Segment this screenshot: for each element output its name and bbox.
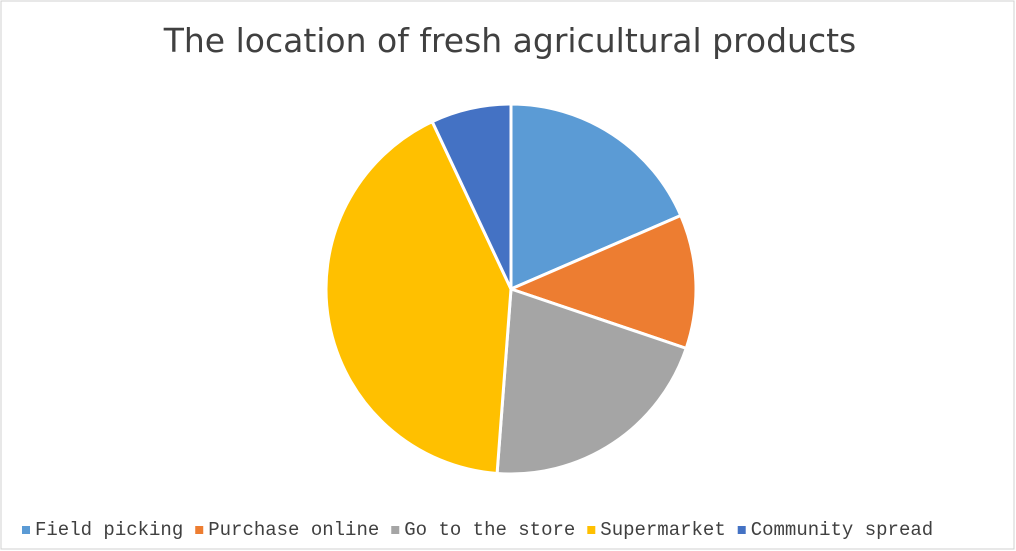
legend-swatch: [22, 526, 30, 534]
pie-slice: [509, 214, 698, 350]
pie: [324, 102, 698, 476]
pie-slice: [495, 287, 688, 476]
legend-label: Purchase online: [208, 519, 379, 541]
pie-slice: [430, 102, 513, 291]
legend: Field picking Purchase online Go to the st…: [22, 519, 933, 541]
legend-label: Supermarket: [600, 519, 725, 541]
pie-slice: [509, 102, 683, 291]
legend-label: Field picking: [35, 519, 183, 541]
legend-label: Go to the store: [404, 519, 575, 541]
legend-label: Community spread: [751, 519, 933, 541]
chart-title: The location of fresh agricultural produ…: [163, 21, 857, 60]
legend-swatch: [391, 526, 400, 534]
legend-swatch: [587, 526, 596, 534]
legend-swatch: [737, 526, 746, 534]
pie-slice: [324, 120, 513, 475]
legend-swatch: [195, 526, 204, 534]
